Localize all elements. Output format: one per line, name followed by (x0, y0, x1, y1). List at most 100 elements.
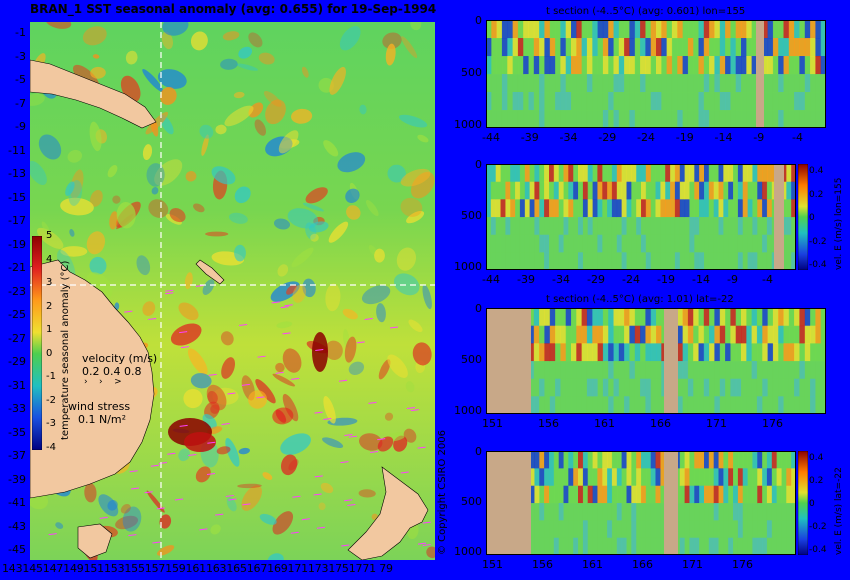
section-cell (783, 92, 790, 111)
section-cell (611, 217, 618, 236)
section-cell (804, 361, 811, 380)
sst-texture-blob (248, 390, 268, 409)
section-cell (631, 252, 637, 270)
section-cell (674, 181, 681, 200)
section-cell (679, 181, 686, 200)
section-cell (581, 378, 588, 397)
section-cell (578, 537, 584, 555)
section-cell (624, 20, 630, 39)
section-cell (709, 20, 715, 39)
section-cell (581, 20, 588, 39)
section-cell (645, 92, 652, 111)
section-cell (766, 164, 773, 183)
section-cell (549, 378, 556, 397)
sst-texture-blob (185, 171, 197, 182)
section-cell (576, 308, 583, 327)
panel-x-tick-label: 166 (632, 558, 653, 571)
section-land (664, 308, 678, 414)
section-cell (650, 325, 657, 344)
section-cell (573, 164, 579, 183)
section-cell (568, 485, 574, 504)
lat-tick-label: -41 (8, 496, 26, 509)
section-cell (586, 110, 593, 128)
section-cell (486, 74, 492, 93)
sst-texture-blob (234, 244, 246, 262)
lat-tick-label: -11 (8, 143, 26, 157)
panel-x-tick-label: 176 (762, 417, 783, 430)
section-cell (571, 110, 577, 128)
section-cell (783, 361, 790, 380)
section-cell (747, 485, 753, 504)
section-cell (682, 92, 689, 111)
sst-texture-blob (278, 130, 299, 154)
section-cell (799, 378, 806, 397)
section-cell (786, 451, 792, 469)
section-cell (778, 308, 784, 327)
section-cell (486, 92, 492, 111)
sst-hotspot (184, 432, 216, 452)
sst-texture-blob (216, 446, 231, 455)
section-cell (677, 361, 684, 380)
section-cell (703, 361, 710, 380)
section-cell (778, 38, 784, 57)
section-cell (728, 468, 734, 487)
section-cell (607, 468, 613, 487)
section-cell (699, 503, 705, 521)
australia-land (30, 259, 155, 499)
section-cell (558, 252, 564, 270)
section-cell (631, 234, 637, 253)
sst-texture-blob (345, 188, 360, 203)
section-cell (747, 181, 753, 200)
section-cell (781, 468, 787, 487)
section-cell (602, 164, 608, 183)
section-cell (578, 520, 584, 539)
section-cell (587, 217, 593, 236)
new-caledonia-land (195, 259, 225, 285)
section-cell (741, 378, 747, 397)
section-cell (602, 537, 608, 555)
section-cell (767, 361, 774, 380)
section-cell (719, 56, 726, 75)
section-cell (611, 199, 618, 218)
section-cell (560, 325, 567, 344)
lat-tick-label: -25 (8, 308, 26, 321)
wind-arrow (148, 318, 157, 321)
wind-arrow (356, 341, 365, 344)
section-cell (607, 164, 613, 183)
section-cell (560, 56, 567, 75)
section-cell (766, 252, 773, 270)
section-cell (810, 92, 816, 111)
section-cell (762, 325, 769, 344)
section-cell (486, 252, 492, 270)
section-cell (714, 396, 721, 414)
section-cell (810, 396, 816, 414)
section-cell (791, 217, 796, 236)
section-cell (621, 503, 627, 521)
section-cell (714, 38, 721, 57)
section-cell (602, 468, 608, 487)
section-cell (496, 110, 503, 128)
section-cell (728, 217, 734, 236)
section-cell (501, 110, 508, 128)
sst-texture-blob (84, 483, 97, 503)
section-cell (735, 325, 742, 344)
section-cell (679, 485, 686, 504)
section-cell (586, 20, 593, 39)
section-cell (602, 325, 609, 344)
section-cell (767, 74, 774, 93)
section-cell (703, 56, 710, 75)
new-zealand-land (347, 466, 429, 560)
section-cell (689, 199, 695, 218)
section-cell (553, 199, 560, 218)
section-cell (607, 503, 613, 521)
section-cell (718, 181, 724, 200)
section-cell (626, 537, 632, 555)
section-cell (507, 74, 514, 93)
section-cell (565, 92, 572, 111)
section-cell (719, 343, 726, 362)
section-cell (582, 451, 589, 469)
section-cell (495, 217, 501, 236)
section-cell (495, 199, 501, 218)
section-cell (725, 343, 731, 362)
section-cell (616, 451, 623, 469)
